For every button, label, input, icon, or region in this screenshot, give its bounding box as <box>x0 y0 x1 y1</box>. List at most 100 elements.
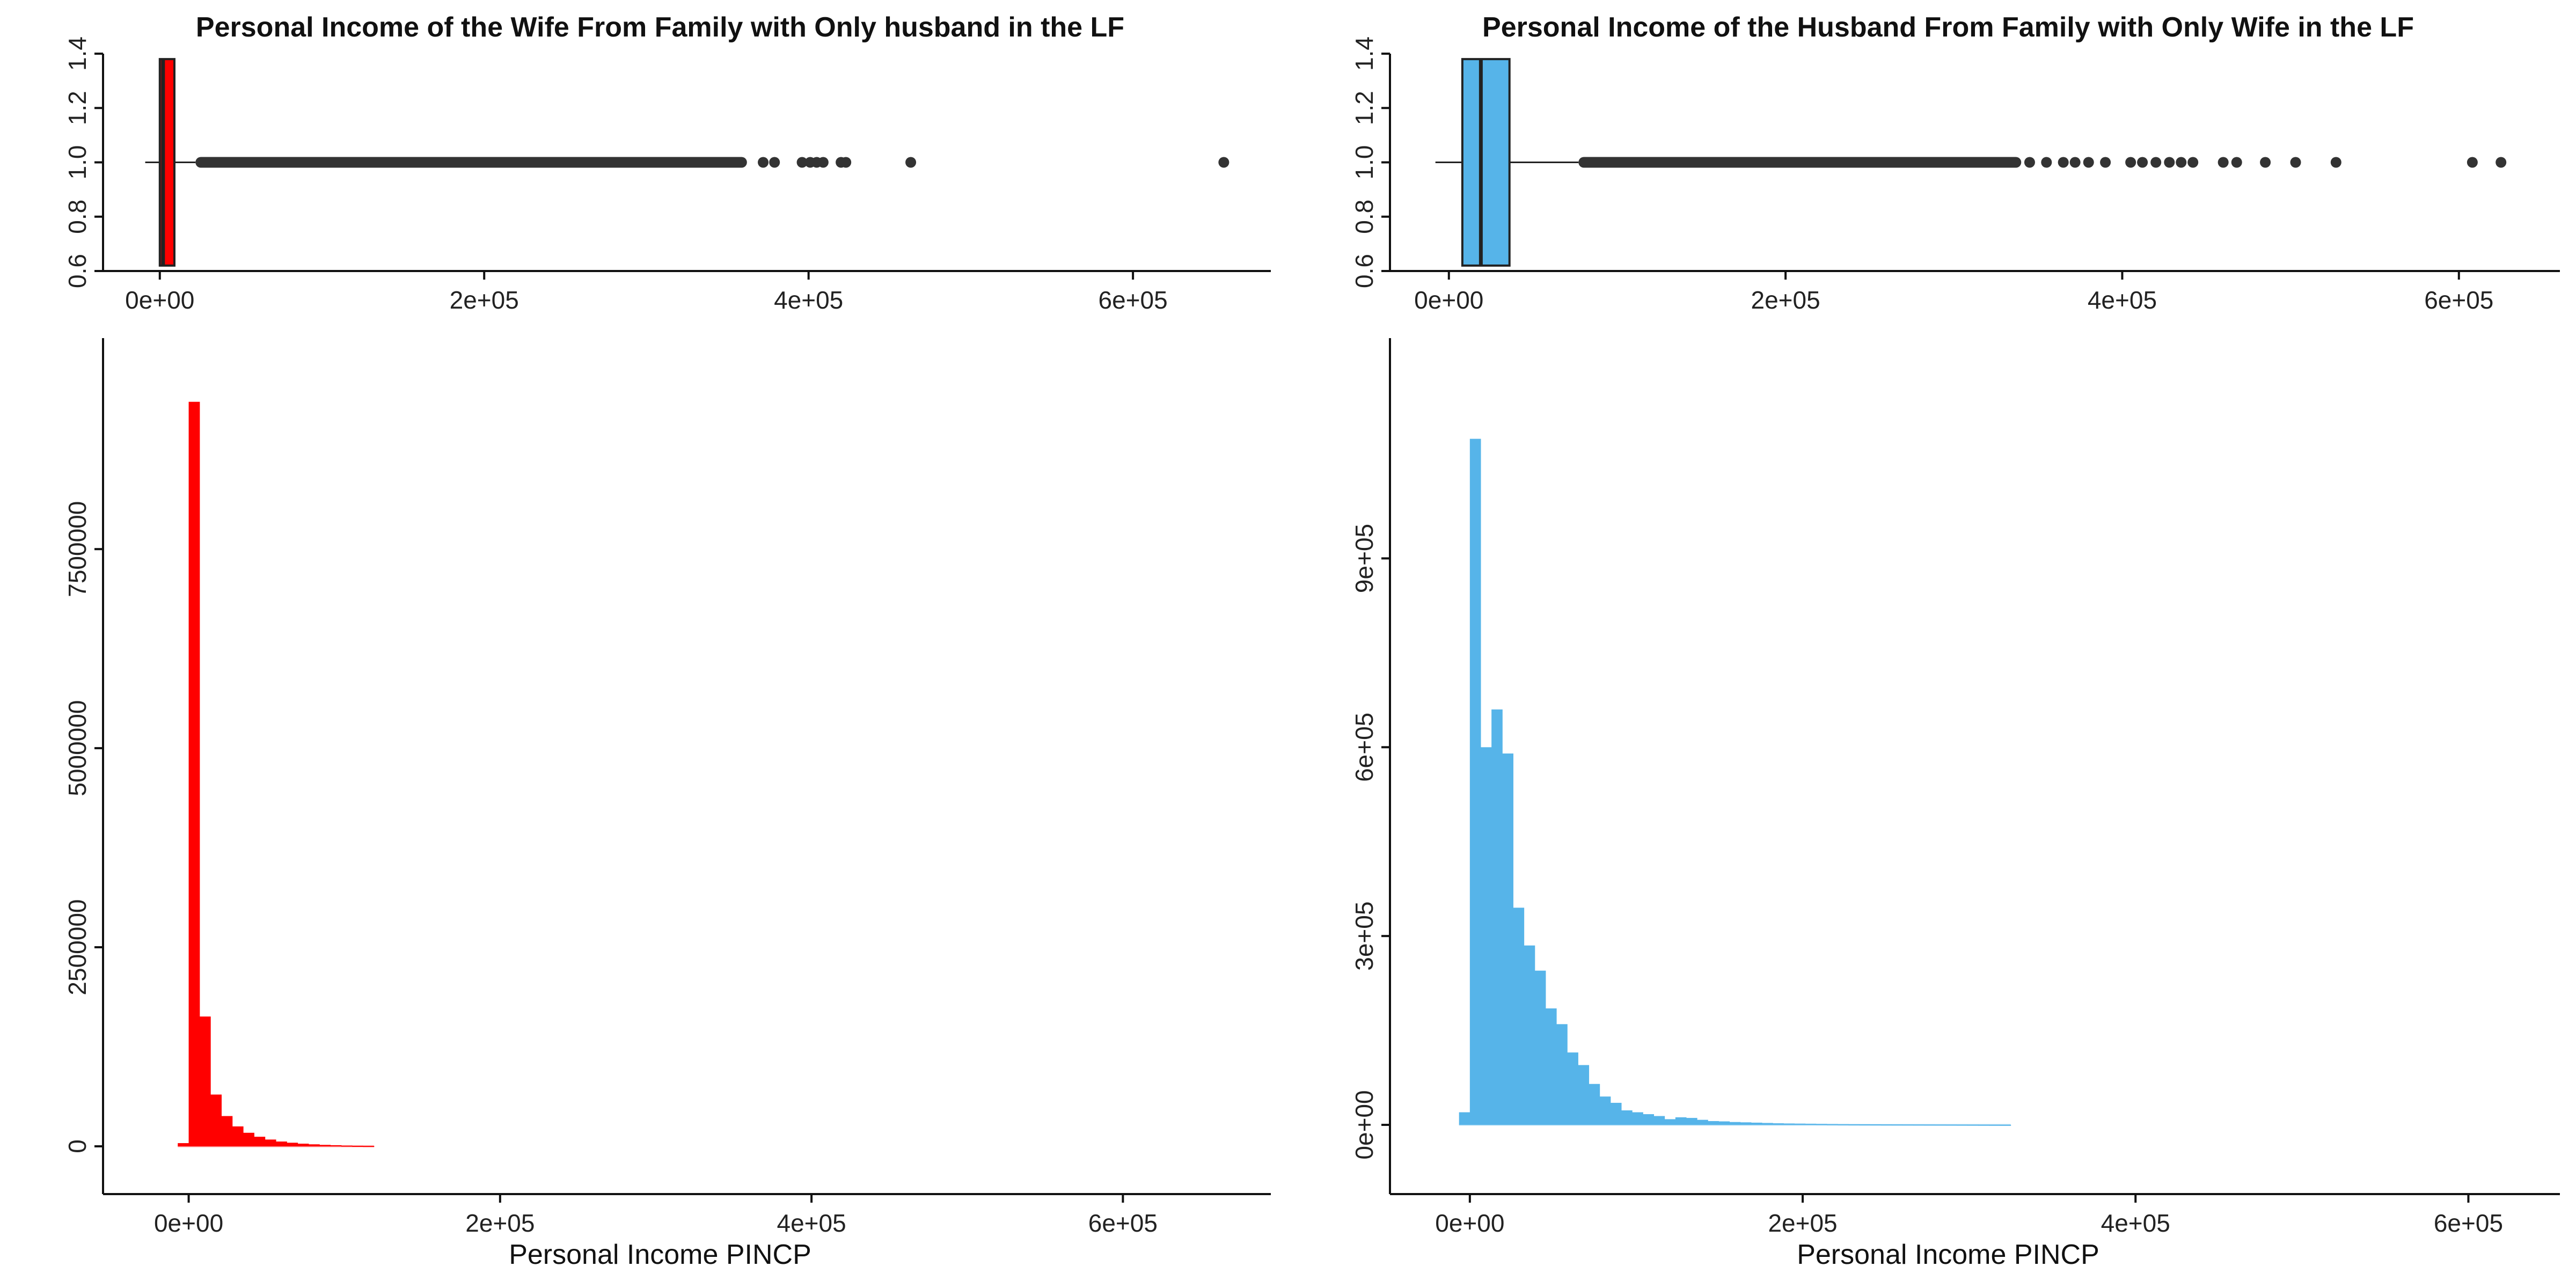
panel-2-x-tick-label: 2e+05 <box>465 1209 535 1237</box>
panel-2-y-tick-label: 0 <box>63 1139 91 1153</box>
panel-3-histogram-bar <box>1545 1008 1557 1125</box>
panel-3-histogram-bar <box>1524 945 1535 1125</box>
panel-2-y-tick-label: 2500000 <box>63 899 91 995</box>
panel-2-y-tick-label: 5000000 <box>63 700 91 796</box>
panel-3-histogram-bar <box>1610 1102 1622 1125</box>
panel-3-histogram-bar <box>1945 1124 1957 1126</box>
panel-0-outlier-point <box>796 157 808 168</box>
panel-1-outlier-point <box>2058 157 2069 168</box>
panel-3-histogram-bar <box>1653 1116 1665 1125</box>
panel-0-outlier-point <box>769 157 780 168</box>
husband-histogram-panel: 0e+00 2e+05 4e+05 6e+05 0e+00 3e+05 6e+05 9e+05… <box>1350 338 2560 1270</box>
panel-3-histogram-bar <box>1664 1119 1676 1125</box>
panel-3-histogram-bar <box>1578 1065 1590 1125</box>
panel-0-y-tick-label: 1.4 <box>63 36 91 71</box>
panel-3-histogram-bar <box>1913 1124 1924 1126</box>
panel-2-x-axis-label: Personal Income PINCP <box>509 1239 811 1270</box>
panel-3-histogram-bar <box>1859 1124 1871 1125</box>
panel-2-histogram-bar <box>297 1144 309 1146</box>
panel-3-histogram-bar <box>1491 709 1503 1125</box>
panel-1-outlier-point <box>2218 157 2229 168</box>
panel-0-title: Personal Income of the Wife From Family … <box>196 12 1124 43</box>
panel-3-histogram-bar <box>1718 1121 1730 1125</box>
panel-3-histogram-bar <box>1643 1114 1655 1125</box>
panel-3-histogram-bar <box>1902 1124 1914 1126</box>
panel-2-histogram-bar <box>254 1137 266 1146</box>
panel-1-outlier-point <box>2231 157 2242 168</box>
panel-2-histogram-bar <box>287 1143 298 1146</box>
wife-boxplot-panel: Personal Income of the Wife From Family … <box>63 12 1271 314</box>
panel-3-x-tick-label: 6e+05 <box>2434 1209 2503 1237</box>
panel-2-histogram-bar <box>199 1016 211 1146</box>
panel-2-histogram-bar <box>341 1145 353 1147</box>
panel-2-x-tick-label: 0e+00 <box>154 1209 223 1237</box>
panel-2-histogram-bar <box>232 1126 244 1146</box>
panel-2-histogram-bar <box>188 401 200 1146</box>
panel-1-y-tick-label: 1.0 <box>1350 145 1378 180</box>
panel-2-x-tick-label: 4e+05 <box>777 1209 846 1237</box>
husband-boxplot-panel: Personal Income of the Husband From Fami… <box>1350 12 2560 314</box>
panel-3-histogram-bar <box>1924 1124 1936 1126</box>
panel-3-histogram-bar <box>1556 1024 1568 1125</box>
panel-3-histogram-bar <box>1686 1118 1697 1125</box>
panel-2-histogram-bar <box>276 1141 287 1146</box>
panel-3-histogram-bar <box>1502 753 1513 1125</box>
panel-3-histogram-bar <box>1675 1117 1687 1125</box>
panel-3-histogram-bar <box>1632 1112 1643 1125</box>
panel-3-x-tick-label: 4e+05 <box>2101 1209 2170 1237</box>
panel-3-histogram-bar <box>1481 747 1492 1125</box>
panel-3-histogram-bar <box>1989 1124 2001 1126</box>
panel-3-histogram-bar <box>1956 1124 1968 1126</box>
panel-1-y-tick-label: 0.8 <box>1350 200 1378 234</box>
panel-1-outlier-point <box>2290 157 2301 168</box>
panel-1-x-tick-label: 6e+05 <box>2424 286 2493 314</box>
panel-0-outlier-point <box>758 157 769 168</box>
panel-1-outlier-band <box>1578 157 2022 168</box>
panel-1-x-tick-label: 4e+05 <box>2088 286 2157 314</box>
panel-3-histogram-bar <box>1751 1122 1762 1125</box>
panel-0-outlier-band <box>195 157 747 168</box>
panel-3-histogram-bar <box>1794 1123 1806 1125</box>
panel-3-histogram-bar <box>1773 1123 1784 1125</box>
panel-3-histogram-bar <box>1459 1112 1470 1125</box>
panel-1-y-tick-label: 1.2 <box>1350 91 1378 125</box>
panel-0-y-tick-label: 0.8 <box>63 200 91 234</box>
panel-3-histogram-bar <box>1589 1084 1600 1125</box>
panel-0-outlier-point <box>840 157 852 168</box>
panel-1-outlier-point <box>2083 157 2094 168</box>
panel-3-histogram-bar <box>1816 1124 1827 1125</box>
panel-2-x-tick-label: 6e+05 <box>1088 1209 1158 1237</box>
panel-3-histogram-bar <box>2000 1124 2011 1126</box>
panel-1-x-tick-label: 2e+05 <box>1751 286 1820 314</box>
panel-3-histogram-bar <box>1599 1096 1611 1125</box>
panel-1-y-tick-label: 1.4 <box>1350 36 1378 71</box>
panel-3-y-tick-label: 0e+00 <box>1350 1090 1378 1159</box>
panel-1-outlier-point <box>2024 157 2035 168</box>
panel-0-x-tick-label: 2e+05 <box>450 286 519 314</box>
panel-0-x-tick-label: 4e+05 <box>774 286 843 314</box>
panel-3-histogram-bar <box>1967 1124 1979 1126</box>
panel-2-histogram-bar <box>210 1094 222 1146</box>
panel-3-histogram-bar <box>1783 1123 1795 1125</box>
panel-3-histogram-bar <box>1762 1123 1773 1125</box>
panel-1-outlier-point <box>2041 157 2052 168</box>
panel-1-outlier-point <box>2330 157 2341 168</box>
panel-2-histogram-bar <box>319 1145 331 1146</box>
panel-3-histogram-bar <box>1729 1122 1741 1125</box>
panel-3-histogram-bar <box>1870 1124 1882 1126</box>
panel-1-outlier-point <box>2176 157 2187 168</box>
panel-1-outlier-point <box>2187 157 2199 168</box>
panel-3-histogram-bar <box>1469 438 1481 1125</box>
panel-3-histogram-bar <box>1848 1124 1860 1125</box>
panel-3-x-tick-label: 2e+05 <box>1768 1209 1837 1237</box>
panel-1-x-tick-label: 0e+00 <box>1414 286 1483 314</box>
panel-2-y-tick-label: 7500000 <box>63 501 91 597</box>
panel-2-histogram-bar <box>330 1145 342 1146</box>
panel-1-outlier-point <box>2125 157 2136 168</box>
panel-3-histogram-bar <box>1621 1110 1633 1125</box>
panel-1-title: Personal Income of the Husband From Fami… <box>1482 12 2414 43</box>
panel-3-x-tick-label: 0e+00 <box>1435 1209 1504 1237</box>
panel-2-histogram-bar <box>265 1139 276 1146</box>
panel-3-histogram-bar <box>1567 1052 1578 1125</box>
